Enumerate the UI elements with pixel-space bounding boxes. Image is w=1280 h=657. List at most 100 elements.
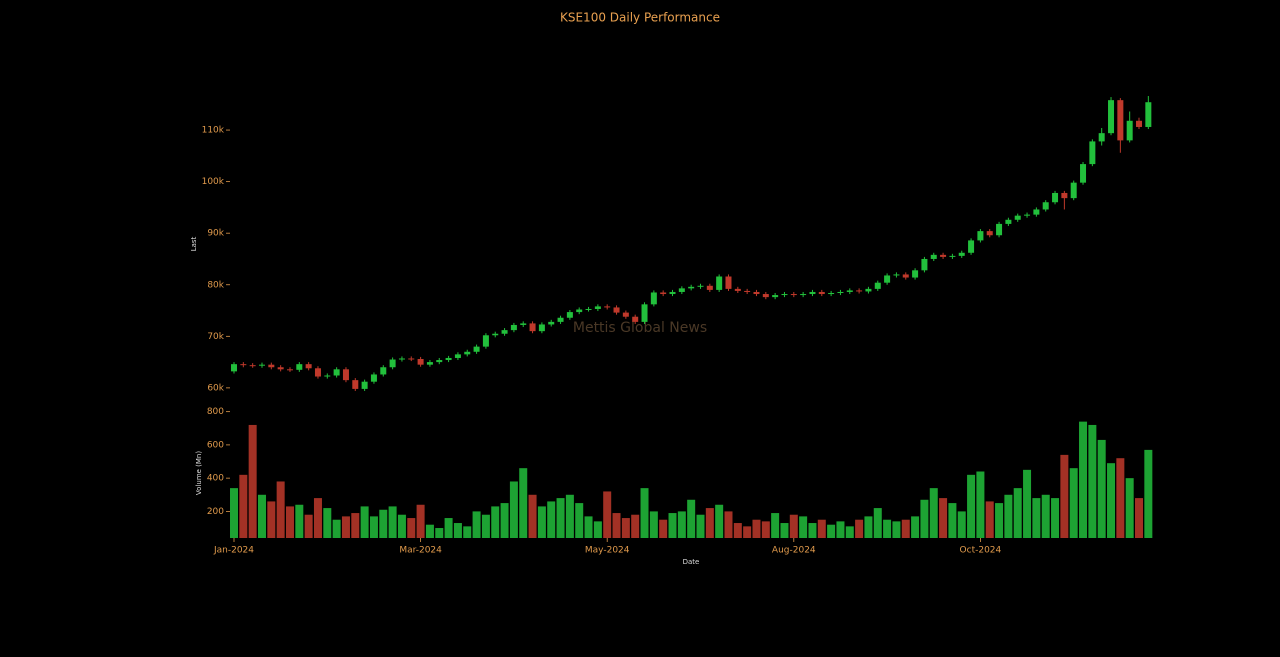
candle-body [949,255,956,257]
candle-body [912,270,919,278]
volume-bar [341,516,350,538]
candle-body [968,240,975,253]
volume-bar [715,504,724,538]
chart-title: KSE100 Daily Performance [560,11,720,25]
volume-bar [696,514,705,538]
volume-bar [444,518,453,538]
candle-body [296,364,303,370]
candle-body [865,288,872,292]
candle-body [1070,182,1077,199]
volume-bar [239,474,248,538]
candle-body [566,312,573,318]
candle-body [902,274,909,278]
volume-bar [612,513,621,538]
volume-bar [780,523,789,538]
volume-bar [976,471,985,538]
candle-body [846,290,853,292]
volume-bar [575,503,584,538]
candle-body [874,282,881,289]
candle-body [650,292,657,305]
volume-bar [304,514,313,538]
candle-body [1098,133,1105,142]
volume-bar [883,519,892,538]
y-tick-label: 90k [207,229,224,239]
candle-body [762,294,769,298]
volume-bar [789,514,798,538]
volume-bar [752,519,761,538]
candle-body [977,231,984,241]
candle-body [678,288,685,292]
volume-tick-label: 200 [207,507,224,517]
volume-bar [267,501,276,538]
volume-tick-label: 800 [207,407,224,417]
volume-bar [668,513,677,538]
volume-bar [817,519,826,538]
candle-body [380,367,387,375]
volume-bar [855,519,864,538]
volume-bar [957,511,966,538]
candle-body [231,364,237,372]
candle-body [1108,100,1115,134]
volume-bar [379,509,388,538]
candle-body [632,316,639,322]
candle-body [389,359,396,368]
candle-body [557,317,564,322]
candle-body [930,254,937,259]
volume-bar [230,488,238,538]
y-tick-label: 60k [207,383,224,393]
candle-body [268,364,275,368]
volume-bar [547,501,556,538]
y-tick-label: 70k [207,332,224,342]
volume-bar [836,521,845,538]
volume-bar [388,506,397,538]
volume-bar [761,521,770,538]
volume-bar [593,521,602,538]
candle-body [305,364,312,369]
candle-body [1080,164,1087,183]
volume-bar [1107,463,1116,538]
volume-bar [967,474,976,538]
candle-body [548,321,555,325]
volume-bar [1135,498,1144,538]
y-tick-label: 100k [202,177,225,187]
candle-body [1061,192,1068,199]
watermark: Mettis Global News [573,320,707,336]
volume-bar [519,468,528,538]
candle-body [697,285,704,287]
volume-bar [509,481,518,538]
candle-body [361,381,368,389]
volume-tick-label: 600 [207,440,224,450]
candle-body [286,369,293,371]
y-tick-label: 80k [207,280,224,290]
candle-body [240,364,247,366]
candle-body [454,354,461,358]
candle-body [641,304,648,322]
volume-bar [425,524,434,538]
volume-bar [556,498,565,538]
candle-body [828,293,835,295]
volume-bar [435,528,444,538]
volume-bar [1088,424,1097,538]
candle-body [837,291,844,293]
candle-body [753,291,760,295]
volume-bar [1013,488,1022,538]
candle-body [249,365,256,367]
volume-bar [659,519,668,538]
candle-body [1014,215,1021,220]
candle-body [716,276,723,290]
volume-bar [939,498,948,538]
candle-body [417,359,424,365]
volume-bar [621,518,630,538]
candle-body [940,254,947,257]
candle-body [1117,100,1124,141]
candle-body [734,288,741,291]
candle-body [790,294,797,296]
volume-bar [397,514,406,538]
volume-bar [808,523,817,538]
candle-body [324,375,331,377]
candle-body [342,369,349,381]
volume-bar [640,488,649,538]
candle-body [622,312,629,317]
candle-body [921,258,928,271]
